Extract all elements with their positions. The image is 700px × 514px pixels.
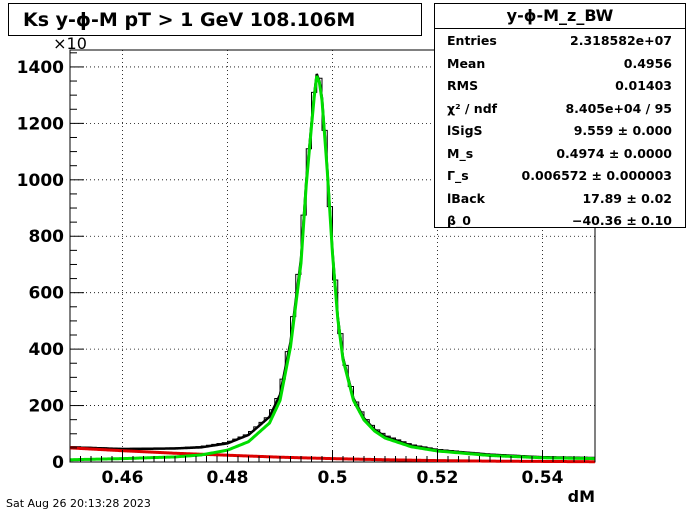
axis-ticks: 0 200 400 600 800 1000 1200 1400 0.46 0.48 0.5 0.52… bbox=[17, 52, 596, 488]
y-tick-label: 1200 bbox=[17, 114, 64, 134]
stats-label: χ² / ndf bbox=[447, 100, 498, 116]
x-tick-label: 0.46 bbox=[102, 468, 144, 488]
y-tick-label: 200 bbox=[29, 397, 65, 417]
stats-label: M_s bbox=[447, 145, 474, 161]
x-axis-label: dM bbox=[568, 487, 595, 506]
stats-row: β_0 −40.36 ± 0.10 bbox=[435, 209, 685, 232]
x-tick-label: 0.48 bbox=[207, 468, 249, 488]
stats-title: y-ϕ-M_z_BW bbox=[435, 4, 685, 29]
y-tick-label: 1400 bbox=[17, 58, 64, 78]
stats-value: 0.4974 ± 0.0000 bbox=[556, 145, 672, 161]
stats-value: −40.36 ± 0.10 bbox=[571, 213, 672, 228]
stats-label: RMS bbox=[447, 78, 479, 93]
stats-value: 0.4956 bbox=[623, 55, 672, 71]
x-tick-label: 0.54 bbox=[522, 468, 564, 488]
stats-value: 0.01403 bbox=[615, 78, 672, 93]
plot-title: Ks y-ϕ-M pT > 1 GeV 108.106M bbox=[8, 3, 422, 36]
stats-value: 9.559 ± 0.000 bbox=[573, 123, 672, 138]
y-tick-label: 1000 bbox=[17, 171, 64, 191]
timestamp: Sat Aug 26 20:13:28 2023 bbox=[6, 497, 151, 510]
stats-label: Γ_s bbox=[447, 168, 469, 183]
stats-value: 17.89 ± 0.02 bbox=[582, 190, 672, 206]
stats-label: Entries bbox=[447, 33, 497, 48]
stats-label: lBack bbox=[447, 190, 485, 206]
stats-row: Γ_s 0.006572 ± 0.000003 bbox=[435, 164, 685, 187]
stats-value: 8.405e+04 / 95 bbox=[565, 100, 672, 116]
stats-box: y-ϕ-M_z_BW Entries 2.318582e+07 Mean 0.4956… bbox=[434, 3, 686, 228]
y-tick-label: 600 bbox=[29, 284, 65, 304]
y-tick-label: 400 bbox=[29, 340, 65, 360]
stats-row: Mean 0.4956 bbox=[435, 52, 685, 75]
x-tick-label: 0.5 bbox=[317, 468, 347, 488]
stats-value: 0.006572 ± 0.000003 bbox=[521, 168, 672, 183]
stats-label: β_0 bbox=[447, 213, 471, 228]
stats-label: Mean bbox=[447, 55, 486, 71]
stats-rows: Entries 2.318582e+07 Mean 0.4956 RMS 0.01403 χ… bbox=[435, 29, 685, 232]
stats-label: lSigS bbox=[447, 123, 483, 138]
x-tick-label: 0.52 bbox=[417, 468, 459, 488]
stats-row: χ² / ndf 8.405e+04 / 95 bbox=[435, 97, 685, 120]
stats-row: lSigS 9.559 ± 0.000 bbox=[435, 119, 685, 142]
stats-row: RMS 0.01403 bbox=[435, 74, 685, 97]
stats-row: M_s 0.4974 ± 0.0000 bbox=[435, 142, 685, 165]
y-tick-label: 800 bbox=[29, 227, 65, 247]
plot-title-text: Ks y-ϕ-M pT > 1 GeV 108.106M bbox=[23, 9, 356, 31]
y-tick-label: 0 bbox=[52, 453, 64, 473]
y-axis-multiplier: ×10 bbox=[53, 34, 87, 53]
stats-row: lBack 17.89 ± 0.02 bbox=[435, 187, 685, 210]
stats-value: 2.318582e+07 bbox=[570, 33, 672, 48]
stats-row: Entries 2.318582e+07 bbox=[435, 29, 685, 52]
signal-line bbox=[69, 75, 596, 462]
